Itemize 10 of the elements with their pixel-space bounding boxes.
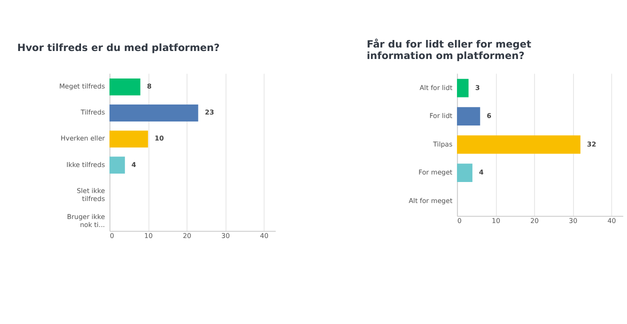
- bar: [456, 135, 580, 154]
- bar: [456, 164, 472, 182]
- bar: [456, 107, 480, 126]
- bar: [109, 78, 140, 96]
- bar: [456, 78, 469, 98]
- bar: [109, 130, 148, 148]
- bar: [109, 104, 198, 122]
- bar: [109, 156, 125, 174]
- chart-title: Hvor tilfreds er du med platformen?: [17, 42, 220, 54]
- chart-title: Får du for lidt eller for meget information om platformen?: [366, 38, 532, 62]
